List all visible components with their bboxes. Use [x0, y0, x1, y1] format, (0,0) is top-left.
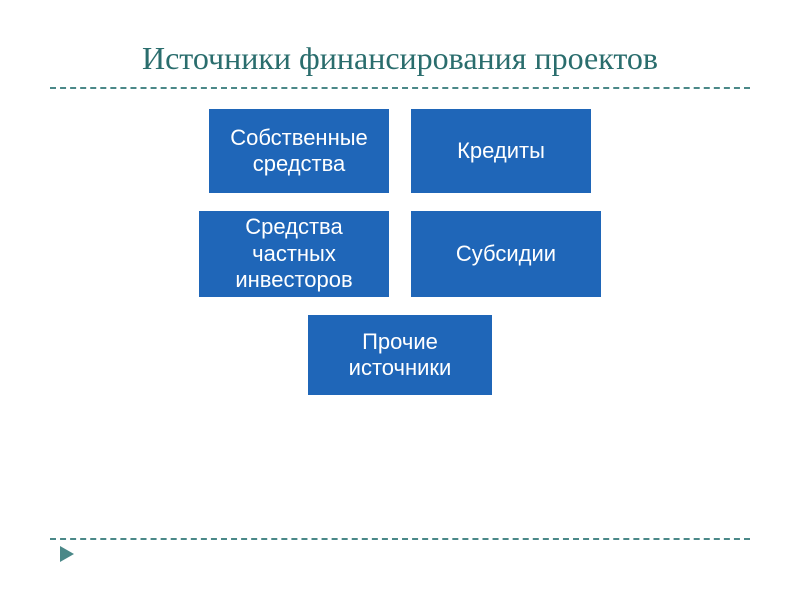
box-own-funds: Собственные средства: [209, 109, 389, 193]
box-subsidies: Субсидии: [411, 211, 601, 297]
box-private-investors: Средства частных инвесторов: [199, 211, 389, 297]
chevron-right-icon: [60, 546, 74, 562]
diagram-row-3: Прочие источники: [308, 315, 492, 395]
diagram-row-1: Собственные средства Кредиты: [209, 109, 591, 193]
diagram: Собственные средства Кредиты Средства ча…: [50, 109, 750, 395]
slide: Источники финансирования проектов Собств…: [0, 0, 800, 600]
footer-divider: [50, 538, 750, 540]
slide-title: Источники финансирования проектов: [50, 40, 750, 89]
box-credits: Кредиты: [411, 109, 591, 193]
box-other-sources: Прочие источники: [308, 315, 492, 395]
diagram-row-2: Средства частных инвесторов Субсидии: [199, 211, 601, 297]
